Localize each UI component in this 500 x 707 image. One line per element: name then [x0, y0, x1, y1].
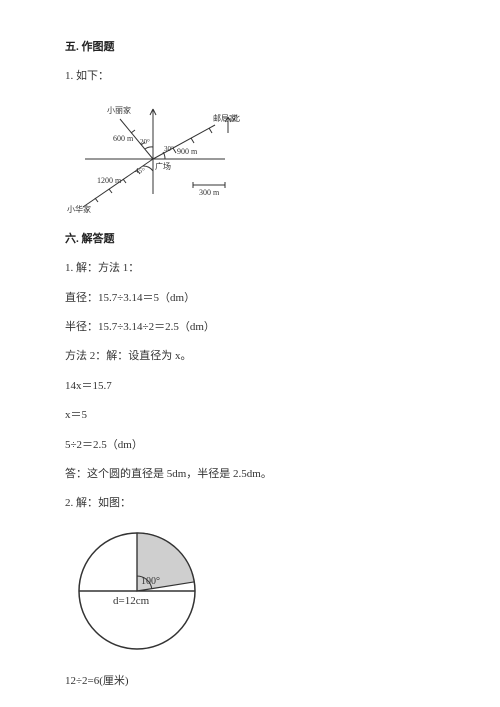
center-label: 广场	[155, 161, 171, 171]
a30: 30°	[164, 145, 174, 153]
a20: 20°	[140, 138, 150, 146]
topleft-label: 小丽家	[107, 105, 131, 115]
section6-heading: 六. 解答题	[65, 232, 435, 247]
q1-eq2: x＝5	[65, 408, 435, 423]
a45: 45°	[135, 167, 145, 175]
circle-svg: 100° d=12cm	[65, 526, 215, 656]
section5-heading: 五. 作图题	[65, 40, 435, 55]
angle-label: 100°	[141, 576, 160, 587]
q1-radius: 半径：15.7÷3.14÷2＝2.5（dm）	[65, 320, 435, 335]
q2-calc: 12÷2=6(厘米)	[65, 674, 435, 689]
direction-diagram: 北 小丽家 邮局家 小华家 广场 600 m 900 m 1200 m 20° …	[65, 99, 435, 214]
q1-answer: 答：这个圆的直径是 5dm，半径是 2.5dm。	[65, 467, 435, 482]
direction-svg: 北 小丽家 邮局家 小华家 广场 600 m 900 m 1200 m 20° …	[65, 99, 255, 214]
d900: 900 m	[177, 147, 198, 156]
circle-diagram: 100° d=12cm	[65, 526, 435, 656]
bottomleft-label: 小华家	[67, 204, 91, 214]
q1-method2: 方法 2：解：设直径为 x。	[65, 349, 435, 364]
q1-diameter: 直径：15.7÷3.14＝5（dm）	[65, 291, 435, 306]
q2-prefix: 2. 解：如图：	[65, 496, 435, 511]
q1-prefix: 1. 解：方法 1：	[65, 261, 435, 276]
scale-label: 300 m	[199, 188, 220, 197]
q1-eq1: 14x＝15.7	[65, 379, 435, 394]
section5-item1: 1. 如下：	[65, 69, 435, 84]
d1200: 1200 m	[97, 176, 122, 185]
q1-eq3: 5÷2＝2.5（dm）	[65, 438, 435, 453]
diameter-label: d=12cm	[113, 595, 150, 607]
d600: 600 m	[113, 134, 134, 143]
